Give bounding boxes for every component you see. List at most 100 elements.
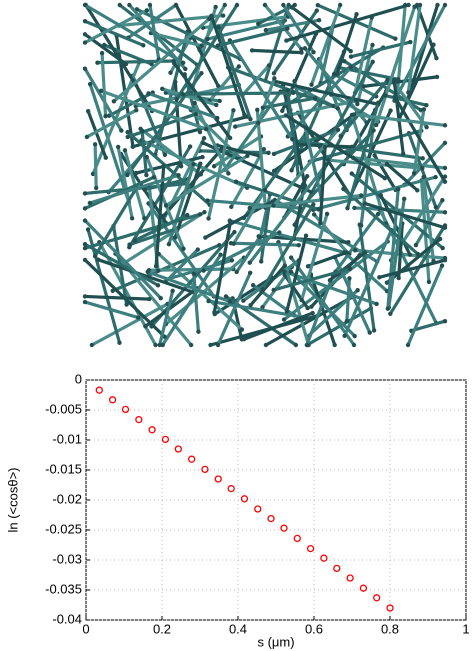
rod-end — [379, 193, 383, 197]
rod-end — [200, 155, 204, 159]
rod-end — [205, 198, 209, 202]
rod-end — [104, 156, 108, 160]
rod-end — [431, 43, 435, 47]
rod-end — [317, 18, 321, 22]
rod-end — [248, 303, 252, 307]
y-tick-label: -0.015 — [45, 461, 82, 476]
rod-end — [433, 175, 437, 179]
rod-end — [83, 258, 87, 262]
rod-end — [160, 87, 164, 91]
rod-end — [96, 257, 100, 261]
rod-end — [179, 164, 183, 168]
rod-end — [255, 108, 259, 112]
rod-end — [83, 191, 87, 195]
rod-end — [237, 64, 241, 68]
rod-end — [303, 46, 307, 50]
y-tick-label: -0.025 — [45, 521, 82, 536]
rod — [142, 131, 146, 175]
rod-end — [83, 300, 87, 304]
rod-end — [83, 3, 87, 7]
rod-end — [119, 128, 123, 132]
rod-end — [201, 141, 205, 145]
y-tick-label: -0.01 — [52, 431, 82, 446]
rod-end — [192, 272, 196, 276]
rod-end — [242, 337, 246, 341]
x-tick-label: 0.6 — [305, 621, 323, 636]
rod-end — [206, 216, 210, 220]
rod-end — [83, 66, 87, 70]
rod-end — [355, 288, 359, 292]
rod-end — [88, 201, 92, 205]
rod-end — [443, 166, 447, 170]
rod-end — [163, 153, 167, 157]
rod-end — [118, 3, 122, 7]
x-tick-label: 0.8 — [381, 621, 399, 636]
rod-end — [267, 63, 271, 67]
rod-end — [199, 43, 203, 47]
rod-end — [299, 298, 303, 302]
rod-end — [372, 328, 376, 332]
rod-end — [325, 212, 329, 216]
rod-end — [140, 129, 144, 133]
rod-end — [147, 297, 151, 301]
rod — [252, 50, 301, 52]
rod-end — [412, 171, 416, 175]
rod-end — [408, 40, 412, 44]
rod-end — [422, 107, 426, 111]
rod-end — [359, 193, 363, 197]
rod-end — [303, 183, 307, 187]
rod-end — [443, 180, 447, 184]
rod-end — [299, 50, 303, 54]
rod-end — [85, 135, 89, 139]
rod-end — [266, 151, 270, 155]
rod-end — [199, 172, 203, 176]
rod-end — [188, 144, 192, 148]
rod-end — [434, 56, 438, 60]
rod-end — [280, 109, 284, 113]
rod-end — [326, 158, 330, 162]
rod-end — [335, 72, 339, 76]
rod-end — [443, 210, 447, 214]
rod-end — [99, 89, 103, 93]
rod-end — [264, 343, 268, 347]
x-tick-label: 0.4 — [229, 621, 247, 636]
rod-end — [261, 105, 265, 109]
rod-end — [438, 237, 442, 241]
rod-end — [125, 130, 129, 134]
rod-end — [396, 276, 400, 280]
rod-end — [309, 304, 313, 308]
rod-end — [316, 3, 320, 7]
rod-end — [383, 93, 387, 97]
rod-end — [248, 117, 252, 121]
rod-end — [176, 173, 180, 177]
rod-end — [352, 343, 356, 347]
rod-end — [164, 203, 168, 207]
rod-end — [427, 280, 431, 284]
rod-end — [318, 221, 322, 225]
rod-end — [272, 76, 276, 80]
rod-end — [134, 108, 138, 112]
rod-end — [241, 298, 245, 302]
rod-end — [94, 186, 98, 190]
rod — [224, 92, 280, 170]
rod-end — [202, 210, 206, 214]
rod-end — [345, 319, 349, 323]
rod-end — [418, 3, 422, 7]
rod-end — [315, 8, 319, 12]
rod-end — [443, 141, 447, 145]
rod-end — [368, 330, 372, 334]
rod-end — [416, 252, 420, 256]
rod-end — [358, 223, 362, 227]
rod-end — [406, 90, 410, 94]
rod-end — [283, 264, 287, 268]
rod-end — [363, 250, 367, 254]
rod-end — [348, 267, 352, 271]
x-axis-label: s (μm) — [257, 634, 294, 649]
rod-end — [196, 329, 200, 333]
rod-end — [414, 243, 418, 247]
rod-end — [144, 173, 148, 177]
rod-end — [420, 166, 424, 170]
rod-end — [421, 156, 425, 160]
rod-end — [443, 226, 447, 230]
rod-end — [284, 113, 288, 117]
